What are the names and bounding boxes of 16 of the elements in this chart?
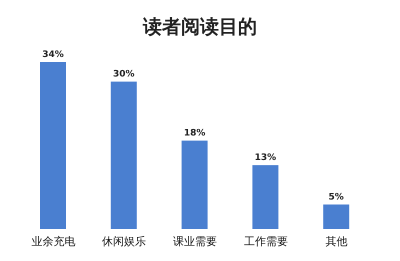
- data-label: 13%: [254, 153, 276, 164]
- x-tick-label: 课业需要: [173, 234, 217, 248]
- x-tick-label: 业余充电: [31, 234, 76, 248]
- chart-title: 读者阅读目的: [142, 15, 258, 40]
- x-tick-label: 工作需要: [244, 234, 288, 248]
- bar: [252, 165, 278, 229]
- data-label: 30%: [113, 70, 135, 80]
- bar: [323, 204, 350, 229]
- data-label: 18%: [184, 128, 206, 139]
- x-tick-label: 休闲娱乐: [102, 234, 146, 248]
- data-label: 5%: [328, 192, 344, 202]
- data-label: 34%: [42, 50, 64, 60]
- bar: [110, 82, 137, 229]
- x-tick-label: 其他: [326, 234, 348, 248]
- bar: [182, 140, 208, 229]
- bar: [40, 62, 66, 229]
